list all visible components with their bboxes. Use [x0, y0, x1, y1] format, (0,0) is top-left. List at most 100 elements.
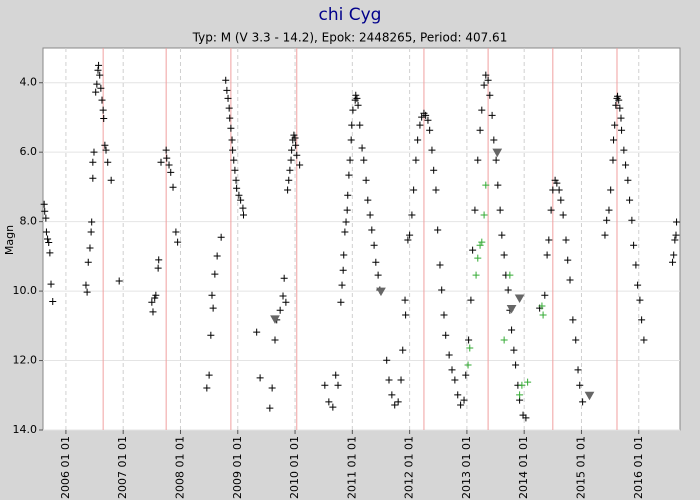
data-point	[163, 154, 171, 162]
data-point	[478, 238, 486, 246]
data-point	[464, 361, 472, 369]
data-point	[614, 92, 622, 100]
data-point	[607, 186, 615, 194]
data-point	[362, 176, 370, 184]
data-point	[408, 211, 416, 219]
data-point	[436, 261, 444, 269]
data-point	[237, 196, 245, 204]
plot-area	[42, 47, 681, 431]
data-point	[224, 94, 232, 102]
data-point	[149, 308, 157, 316]
data-point	[476, 241, 484, 249]
data-point	[376, 287, 386, 297]
data-point	[342, 218, 350, 226]
data-point	[482, 71, 490, 79]
data-point	[169, 183, 177, 191]
data-point	[671, 236, 679, 244]
data-point	[227, 124, 235, 132]
data-point	[102, 146, 110, 154]
data-point	[374, 271, 382, 279]
data-point	[253, 328, 261, 336]
data-point	[42, 228, 50, 236]
data-point	[514, 294, 525, 304]
data-point	[440, 311, 448, 319]
data-point	[488, 111, 496, 119]
data-point	[547, 206, 555, 214]
data-point	[235, 191, 243, 199]
data-point	[472, 271, 480, 279]
data-point	[157, 158, 165, 166]
x-tick-label: 2007 01 01	[116, 436, 129, 499]
x-tick-label: 2015 01 01	[574, 436, 587, 499]
data-point	[223, 86, 231, 94]
data-point	[424, 116, 432, 124]
y-tick-label: 14.0	[13, 423, 38, 436]
data-point	[162, 146, 170, 154]
x-tick-label: 2013 01 01	[460, 436, 473, 499]
data-point	[203, 384, 211, 392]
data-point	[353, 94, 361, 102]
data-point	[416, 121, 424, 129]
data-point	[545, 236, 553, 244]
data-point	[100, 114, 108, 122]
data-point	[345, 171, 353, 179]
data-point	[622, 161, 630, 169]
data-point	[406, 231, 414, 239]
data-point	[394, 398, 402, 406]
data-point	[610, 136, 618, 144]
data-point	[174, 238, 182, 246]
data-point	[268, 384, 276, 392]
data-point	[341, 228, 349, 236]
data-point	[42, 214, 50, 222]
data-point	[352, 91, 360, 99]
data-point	[611, 121, 619, 129]
data-point	[669, 258, 677, 266]
y-tick-label: 8.0	[20, 215, 38, 228]
data-point	[626, 196, 634, 204]
data-point	[557, 196, 565, 204]
data-point	[442, 331, 450, 339]
data-point	[93, 80, 101, 88]
data-point	[579, 398, 587, 406]
data-point	[209, 304, 217, 312]
data-point	[584, 391, 595, 401]
data-point	[276, 306, 284, 314]
data-point	[339, 266, 347, 274]
data-point	[549, 186, 557, 194]
data-point	[107, 176, 115, 184]
data-point	[418, 113, 426, 121]
data-point	[354, 101, 362, 109]
data-point	[104, 158, 112, 166]
data-point	[233, 184, 241, 192]
data-point	[230, 156, 238, 164]
data-point	[484, 76, 492, 84]
data-point	[83, 288, 91, 296]
data-point	[172, 228, 180, 236]
x-tick-label: 2009 01 01	[231, 436, 244, 499]
data-point	[482, 181, 490, 189]
data-point	[516, 391, 524, 399]
data-point	[372, 258, 380, 266]
data-point	[346, 156, 354, 164]
data-point	[211, 270, 219, 278]
data-point	[96, 71, 104, 79]
data-point	[430, 166, 438, 174]
data-point	[47, 280, 55, 288]
data-point	[445, 351, 453, 359]
data-point	[285, 176, 293, 184]
data-point	[541, 291, 549, 299]
data-point	[358, 144, 366, 152]
data-point	[338, 281, 346, 289]
data-point	[492, 148, 503, 158]
data-point	[543, 251, 551, 259]
data-point	[618, 126, 626, 134]
data-point	[84, 258, 92, 266]
data-point	[286, 166, 294, 174]
data-point	[154, 264, 162, 272]
data-point	[391, 401, 399, 409]
data-point	[478, 106, 486, 114]
data-point	[640, 336, 648, 344]
data-point	[343, 206, 351, 214]
data-point	[469, 246, 477, 254]
data-point	[401, 296, 409, 304]
